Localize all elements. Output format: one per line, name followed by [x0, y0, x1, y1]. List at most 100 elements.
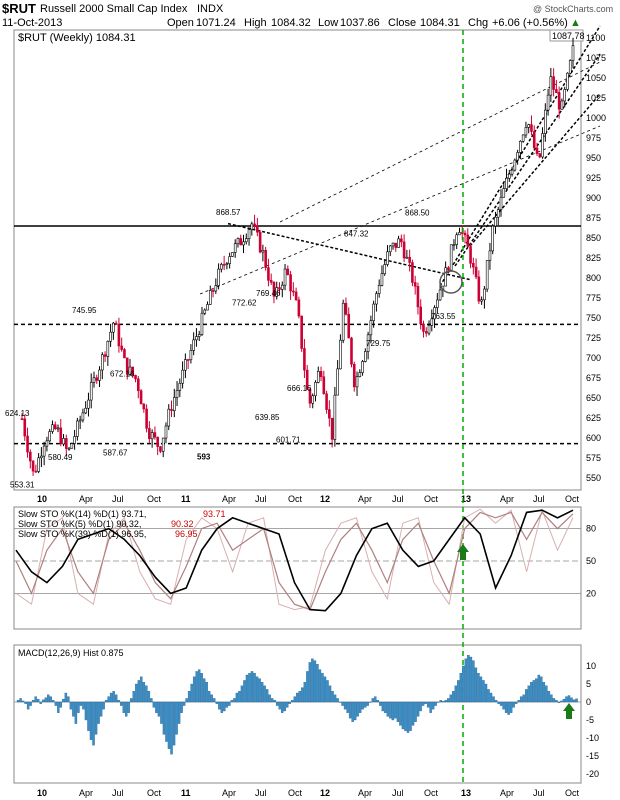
- price-y-tick: 850: [586, 233, 601, 243]
- candle-body: [87, 399, 90, 409]
- candle-body: [419, 306, 423, 325]
- macd-hist-bar: [255, 676, 259, 703]
- candle-body: [491, 225, 495, 252]
- price-x-tick: Apr: [358, 494, 372, 504]
- candle-body: [208, 290, 212, 305]
- sto-series-K39: [15, 509, 574, 612]
- candle-body: [195, 336, 198, 341]
- macd-hist-bar: [434, 701, 437, 706]
- candle-body: [447, 267, 450, 271]
- candle-body: [192, 339, 195, 351]
- macd-x-tick: 12: [320, 788, 330, 798]
- candle-body: [186, 359, 190, 361]
- macd-hist-bar: [130, 698, 133, 703]
- candle-body: [76, 420, 79, 437]
- price-y-tick: 975: [586, 133, 601, 143]
- candle-body: [62, 438, 65, 445]
- candle-body: [294, 291, 298, 301]
- macd-hist-bar: [205, 682, 208, 703]
- macd-hist-bar: [489, 692, 493, 703]
- macd-hist-bar: [258, 678, 261, 703]
- trendline-steep-b: [454, 53, 601, 267]
- candle-body: [513, 159, 517, 171]
- candle-body: [65, 438, 68, 449]
- macd-hist-bar: [233, 698, 236, 703]
- price-x-tick: Apr: [222, 494, 236, 504]
- macd-hist-bar: [74, 701, 78, 724]
- candle-body: [341, 302, 345, 341]
- macd-hist-bar: [338, 701, 342, 703]
- sto-legend-39: Slow STO %K(39) %D(1) 96.95,: [18, 529, 146, 539]
- macd-hist-bar: [250, 671, 254, 703]
- macd-x-tick: Apr: [358, 788, 372, 798]
- candle-body: [427, 325, 431, 334]
- candle-body: [483, 288, 486, 301]
- candle-body: [73, 436, 76, 444]
- candle-body: [34, 470, 38, 473]
- macd-hist-bar: [235, 692, 239, 703]
- macd-hist-bar: [215, 701, 219, 704]
- macd-hist-bar: [431, 701, 435, 710]
- macd-hist-bar: [162, 701, 166, 735]
- macd-hist-bar: [175, 701, 178, 735]
- macd-legend: MACD(12,26,9) Hist 0.875: [18, 648, 124, 658]
- macd-hist-bar: [457, 680, 460, 703]
- macd-y-tick: -20: [586, 769, 599, 779]
- sto-y-tick: 80: [586, 524, 596, 534]
- candle-body: [280, 284, 284, 290]
- macd-hist-bar: [225, 701, 229, 708]
- macd-hist-bar: [494, 700, 498, 703]
- macd-hist-bar: [42, 699, 45, 703]
- macd-hist-bar: [89, 701, 93, 740]
- price-y-tick: 875: [586, 213, 601, 223]
- macd-hist-bar: [125, 701, 128, 717]
- candle-body: [541, 133, 544, 158]
- macd-hist-bar: [147, 691, 151, 703]
- macd-hist-bar: [26, 701, 30, 710]
- macd-hist-bar: [286, 701, 289, 708]
- candle-body: [161, 437, 165, 452]
- macd-hist-bar: [537, 674, 541, 703]
- candle-body: [156, 436, 159, 447]
- candle-body: [532, 131, 536, 149]
- macd-hist-bar: [145, 685, 148, 703]
- macd-hist-bar: [497, 701, 500, 704]
- price-annotation: 772.62: [232, 299, 257, 308]
- price-panel-frame: [13, 29, 582, 491]
- macd-hist-bar: [39, 701, 42, 704]
- macd-hist-bar: [411, 701, 415, 726]
- candle-body: [474, 266, 478, 278]
- macd-hist-bar: [220, 701, 224, 713]
- candle-body: [131, 366, 135, 376]
- macd-hist-bar: [369, 701, 372, 703]
- macd-hist-bar: [343, 701, 347, 710]
- price-x-tick: Oct: [565, 494, 580, 504]
- macd-hist-bar: [280, 701, 284, 713]
- macd-hist-bar: [152, 701, 156, 708]
- candle-body: [394, 242, 398, 248]
- candle-body: [358, 372, 362, 377]
- macd-x-tick: Oct: [565, 788, 580, 798]
- candle-body: [261, 250, 265, 253]
- candle-body: [505, 177, 508, 189]
- macd-hist-bar: [421, 701, 425, 706]
- macd-hist-bar: [52, 700, 55, 703]
- price-y-tick: 800: [586, 273, 601, 283]
- last-price-tag-box: [549, 29, 584, 42]
- macd-hist-bar: [119, 701, 123, 706]
- macd-y-tick: -5: [586, 715, 594, 725]
- candle-body: [89, 381, 93, 401]
- candle-body: [239, 238, 243, 246]
- candle-body: [402, 241, 406, 259]
- candle-body: [150, 432, 154, 440]
- price-y-tick: 750: [586, 313, 601, 323]
- price-annotation: 729.75: [366, 339, 391, 348]
- macd-hist-bar: [394, 701, 397, 719]
- macd-hist-bar: [376, 700, 380, 703]
- candle-body: [139, 390, 143, 405]
- candle-body: [95, 377, 99, 381]
- macd-hist-bar: [187, 691, 191, 703]
- candle-body: [256, 225, 259, 233]
- macd-hist-bar: [575, 698, 578, 703]
- price-x-tick: Apr: [500, 494, 514, 504]
